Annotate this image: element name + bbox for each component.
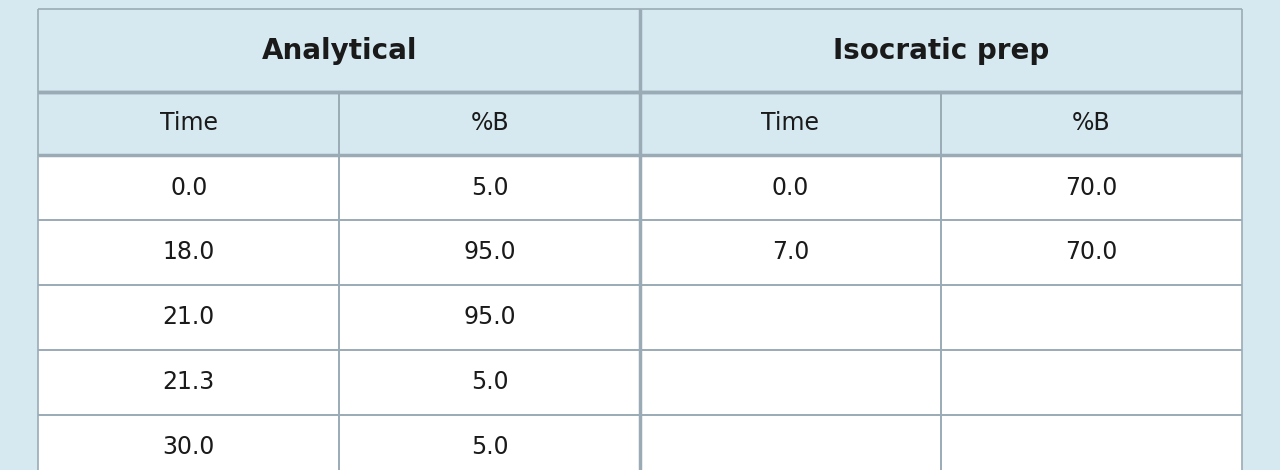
Text: 70.0: 70.0: [1065, 175, 1117, 200]
Bar: [640, 155, 941, 220]
Bar: [941, 285, 1242, 350]
Text: 0.0: 0.0: [772, 175, 809, 200]
Bar: [640, 415, 941, 470]
Text: 70.0: 70.0: [1065, 240, 1117, 265]
Bar: [38, 9, 640, 92]
Text: 0.0: 0.0: [170, 175, 207, 200]
Bar: [38, 220, 339, 285]
Bar: [941, 92, 1242, 155]
Bar: [640, 285, 941, 350]
Text: 30.0: 30.0: [163, 435, 215, 459]
Bar: [339, 285, 640, 350]
Bar: [339, 220, 640, 285]
Text: Time: Time: [160, 111, 218, 135]
Text: 95.0: 95.0: [463, 240, 516, 265]
Bar: [38, 155, 339, 220]
Bar: [941, 155, 1242, 220]
Bar: [941, 350, 1242, 415]
Text: Time: Time: [762, 111, 819, 135]
Text: 5.0: 5.0: [471, 175, 508, 200]
Bar: [941, 220, 1242, 285]
Bar: [339, 415, 640, 470]
Text: %B: %B: [1071, 111, 1111, 135]
Bar: [640, 92, 941, 155]
Text: 5.0: 5.0: [471, 435, 508, 459]
Bar: [38, 350, 339, 415]
Bar: [339, 155, 640, 220]
Text: Analytical: Analytical: [261, 37, 417, 64]
Bar: [38, 415, 339, 470]
Text: Isocratic prep: Isocratic prep: [833, 37, 1048, 64]
Bar: [339, 92, 640, 155]
Bar: [640, 350, 941, 415]
Text: 21.0: 21.0: [163, 305, 215, 329]
Text: 5.0: 5.0: [471, 370, 508, 394]
Text: 95.0: 95.0: [463, 305, 516, 329]
Text: %B: %B: [470, 111, 509, 135]
Text: 7.0: 7.0: [772, 240, 809, 265]
Bar: [38, 92, 339, 155]
Text: 18.0: 18.0: [163, 240, 215, 265]
Bar: [640, 9, 1242, 92]
Bar: [38, 285, 339, 350]
Text: 21.3: 21.3: [163, 370, 215, 394]
Bar: [941, 415, 1242, 470]
Bar: [640, 220, 941, 285]
Bar: [339, 350, 640, 415]
